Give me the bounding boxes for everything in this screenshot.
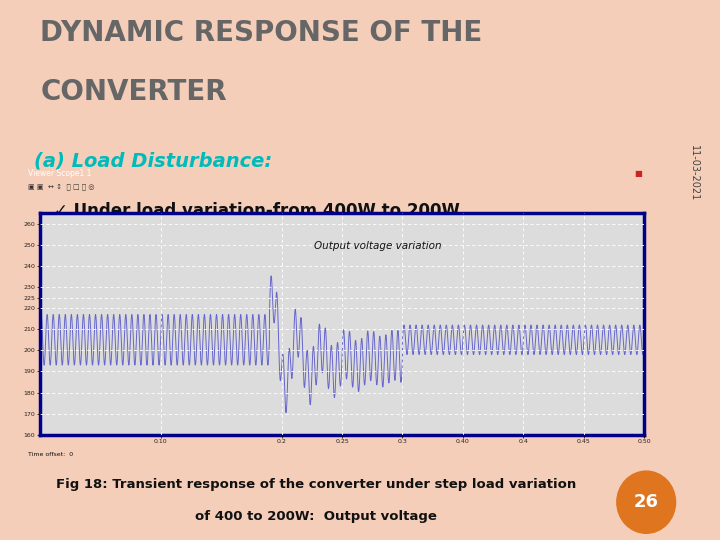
Text: Output voltage variation: Output voltage variation [315, 241, 442, 251]
Text: ■: ■ [634, 169, 642, 178]
Text: 26: 26 [634, 493, 659, 511]
Text: of 400 to 200W:  Output voltage: of 400 to 200W: Output voltage [195, 510, 437, 523]
Text: Fig 18: Transient response of the converter under step load variation: Fig 18: Transient response of the conver… [56, 478, 577, 491]
Text: DYNAMIC RESPONSE OF THE: DYNAMIC RESPONSE OF THE [40, 19, 482, 47]
Text: CONVERTER: CONVERTER [40, 78, 227, 106]
Text: Viewer Scope1 1: Viewer Scope1 1 [28, 169, 91, 178]
Text: ▣ ▣  ↔ ↕  🖼 □ 🗺 ◎: ▣ ▣ ↔ ↕ 🖼 □ 🗺 ◎ [28, 184, 94, 190]
Text: 11-03-2021: 11-03-2021 [689, 145, 699, 201]
Text: (a) Load Disturbance:: (a) Load Disturbance: [34, 151, 271, 170]
Text: ✓ Under load variation-from 400W to 200W: ✓ Under load variation-from 400W to 200W [54, 202, 460, 220]
Text: Time offset:  0: Time offset: 0 [28, 452, 73, 457]
Circle shape [617, 471, 675, 534]
